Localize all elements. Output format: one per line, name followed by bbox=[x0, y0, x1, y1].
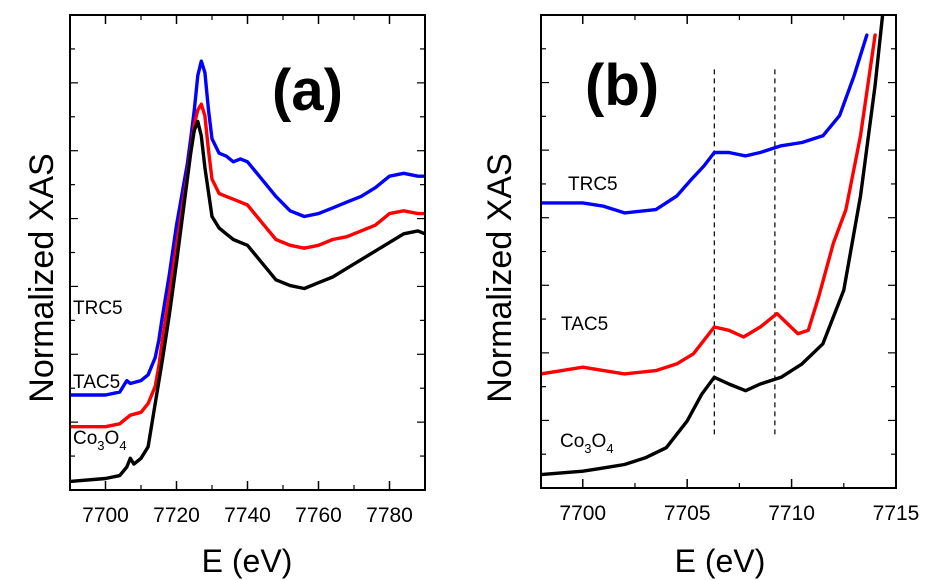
x-tick-label: 7715 bbox=[873, 502, 920, 525]
series-label-trc5-a: TRC5 bbox=[73, 298, 123, 319]
panel-a-curves bbox=[70, 59, 425, 484]
panel-b-label: (b) bbox=[585, 53, 659, 118]
series-line-co3o4 bbox=[70, 119, 425, 484]
series-line-trc5 bbox=[70, 59, 425, 397]
series-line-tac5 bbox=[70, 102, 425, 429]
series-line-co3o4 bbox=[541, 15, 885, 477]
series-label-tac5-b: TAC5 bbox=[561, 314, 608, 335]
panel-b-curves bbox=[541, 15, 885, 477]
x-tick-label: 7710 bbox=[768, 502, 815, 525]
panel-a: 7700 7720 7740 7760 7780 (a) Normalized XAS … bbox=[23, 14, 426, 579]
x-tick-label: 7700 bbox=[82, 504, 129, 527]
panel-a-xlabel: E (eV) bbox=[202, 543, 293, 579]
series-line-tac5 bbox=[541, 33, 877, 376]
x-tick-label: 7780 bbox=[366, 504, 413, 527]
x-tick-label: 7760 bbox=[295, 504, 342, 527]
series-label-trc5-b: TRC5 bbox=[568, 174, 618, 195]
series-line-trc5 bbox=[541, 33, 869, 215]
series-label-co3o4-a: Co3O4 bbox=[73, 428, 127, 453]
panel-a-ylabel: Normalized XAS bbox=[23, 153, 61, 402]
panel-a-ticks: 7700 7720 7740 7760 7780 bbox=[69, 15, 426, 527]
x-tick-label: 7740 bbox=[224, 504, 271, 527]
x-tick-label: 7720 bbox=[153, 504, 200, 527]
panel-a-label: (a) bbox=[272, 58, 343, 123]
series-label-tac5-a: TAC5 bbox=[73, 372, 120, 393]
x-tick-label: 7700 bbox=[559, 502, 606, 525]
series-label-co3o4-b: Co3O4 bbox=[560, 431, 614, 456]
panel-b: 7700 7705 7710 7715 (b) Normalized XAS E (e… bbox=[481, 14, 919, 579]
panel-b-xlabel: E (eV) bbox=[675, 543, 766, 579]
x-tick-label: 7705 bbox=[664, 502, 711, 525]
panel-b-ticks: 7700 7705 7710 7715 bbox=[541, 15, 919, 525]
panel-b-ylabel: Normalized XAS bbox=[481, 153, 519, 402]
